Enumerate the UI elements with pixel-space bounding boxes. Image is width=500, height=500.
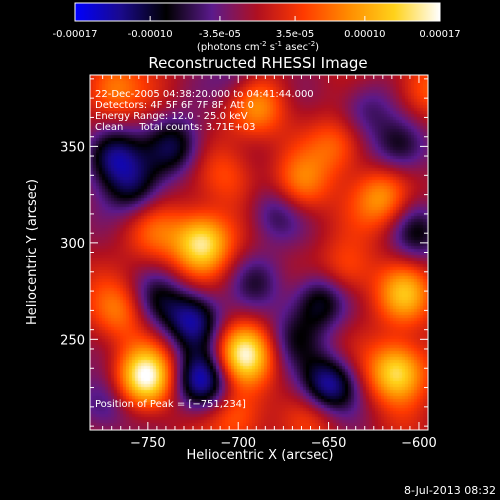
x-tick-label: −700 — [220, 436, 256, 451]
annotation-block: 22-Dec-2005 04:38:20.000 to 04:41:44.000… — [95, 89, 314, 133]
y-tick-label: 300 — [60, 237, 85, 252]
y-axis-ticks: 250 300 350 — [60, 78, 428, 427]
x-axis-label: Heliocentric X (arcsec) — [187, 448, 334, 463]
footer-date: 8-Jul-2013 08:32 — [404, 484, 496, 497]
colorbar-tick-label: -3.5e-05 — [199, 29, 241, 40]
peak-position-label: Position of Peak = [−751,234] — [95, 399, 246, 410]
x-tick-label: −750 — [130, 436, 166, 451]
colorbar-units: (photons cm-2 s-1 asec-2) — [197, 40, 319, 53]
chart-title: Reconstructed RHESSI Image — [148, 54, 367, 72]
colorbar-ticks: -0.00017 -0.00010 -3.5e-05 3.5e-05 0.00010 0.… — [53, 16, 461, 40]
y-tick-label: 250 — [60, 333, 85, 348]
heatmap-canvas — [90, 75, 428, 430]
colorbar-gradient — [74, 2, 441, 22]
colorbar-tick-label: -0.00017 — [53, 29, 98, 40]
x-axis-ticks: −750 −700 −650 −600 — [102, 75, 437, 451]
y-axis-label: Heliocentric Y (arcsec) — [25, 179, 40, 325]
y-tick-label: 350 — [60, 140, 85, 155]
annotation-detectors: Detectors: 4F 5F 6F 7F 8F, Att 0 — [95, 100, 254, 111]
colorbar-tick-label: 0.00010 — [344, 29, 385, 40]
colorbar-tick-label: 3.5e-05 — [276, 29, 314, 40]
annotation-time-range: 22-Dec-2005 04:38:20.000 to 04:41:44.000 — [95, 89, 314, 100]
x-tick-label: −600 — [401, 436, 437, 451]
annotation-energy-range: Energy Range: 12.0 - 25.0 keV — [95, 111, 248, 122]
annotation-clean-counts: Clean Total counts: 3.71E+03 — [95, 122, 255, 133]
x-tick-label: −650 — [311, 436, 347, 451]
colorbar-tick-label: -0.00010 — [128, 29, 173, 40]
colorbar: -0.00017 -0.00010 -3.5e-05 3.5e-05 0.00010 0.… — [53, 2, 461, 53]
colorbar-tick-label: 0.00017 — [419, 29, 460, 40]
